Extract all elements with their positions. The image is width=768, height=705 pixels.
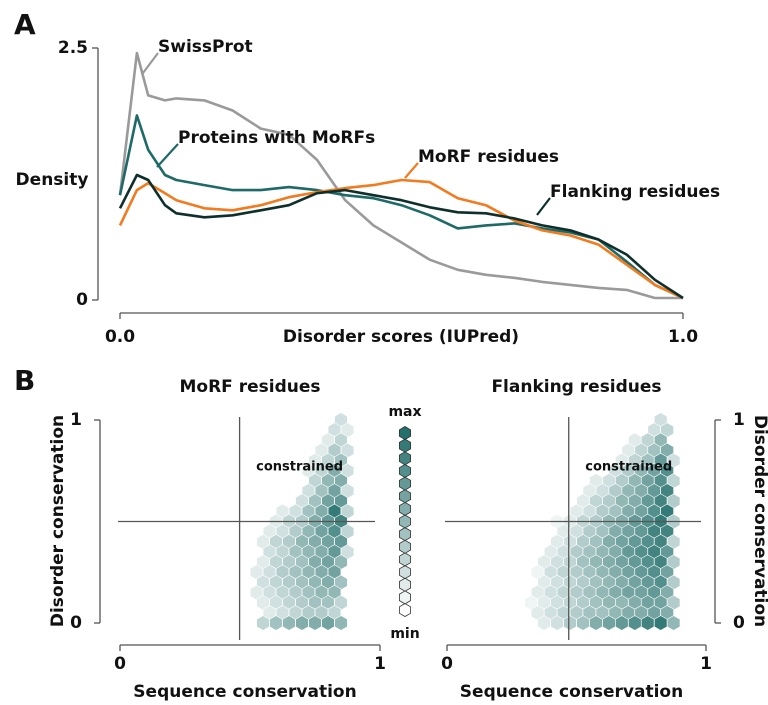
colorbar-hex xyxy=(398,603,412,617)
y-tick-label: 1 xyxy=(733,410,745,430)
x-tick-label: 0 xyxy=(441,654,453,674)
leader-line xyxy=(404,162,419,179)
x-axis-label: Sequence conservation xyxy=(460,682,683,702)
y-axis-label: Disorder conservation xyxy=(750,415,768,627)
x-tick-label: 1 xyxy=(700,654,712,674)
colorbar-hex xyxy=(398,426,412,440)
colorbar-hex xyxy=(398,527,412,542)
colorbar-hex xyxy=(398,590,412,605)
colorbar-hex xyxy=(398,552,412,567)
series-label: Flanking residues xyxy=(550,182,720,202)
panel-label: B xyxy=(14,364,35,397)
colorbar-hex xyxy=(398,501,412,516)
series-label: MoRF residues xyxy=(418,147,559,167)
colorbar-hex xyxy=(398,438,412,453)
panel-title: MoRF residues xyxy=(180,377,321,397)
x-axis-label: Sequence conservation xyxy=(133,682,356,702)
colorbar-hex xyxy=(398,451,412,466)
panel-title: Flanking residues xyxy=(491,377,661,397)
colorbar-hex xyxy=(398,476,412,491)
colorbar-hex xyxy=(398,539,412,554)
annotation: constrained xyxy=(256,460,343,475)
y-tick-label: 1 xyxy=(70,410,82,430)
leader-line xyxy=(536,197,551,216)
y-tick-label: 0 xyxy=(70,613,82,633)
x-axis-label: Disorder scores (IUPred) xyxy=(283,327,519,347)
hex-cell xyxy=(334,615,348,631)
x-tick-label: 1 xyxy=(374,654,386,674)
colorbar-hex xyxy=(398,565,412,580)
leader-line xyxy=(156,143,179,168)
colorbar-hex xyxy=(398,489,412,504)
colorbar-min: min xyxy=(390,626,419,642)
annotation: constrained xyxy=(585,460,672,475)
x-tick-label: 0.0 xyxy=(105,327,135,347)
density-line xyxy=(118,114,684,300)
series-label: Proteins with MoRFs xyxy=(178,128,375,148)
hex-cell xyxy=(666,615,681,631)
density-line xyxy=(118,178,684,300)
density-line xyxy=(118,51,683,300)
y-axis-label: Density xyxy=(16,170,89,190)
x-tick-label: 0 xyxy=(114,654,126,674)
y-axis-label: Disorder conservation xyxy=(48,415,68,627)
y-tick-label: 0 xyxy=(733,613,745,633)
panel-label: A xyxy=(14,8,36,41)
y-tick-label: 2.5 xyxy=(58,38,88,58)
series-label: SwissProt xyxy=(158,37,253,57)
colorbar-hex xyxy=(398,577,412,592)
colorbar-hex xyxy=(398,463,412,478)
leader-line xyxy=(142,52,159,74)
y-tick-label: 0 xyxy=(76,290,88,310)
colorbar-hex xyxy=(398,514,412,529)
colorbar-max: max xyxy=(388,404,421,420)
density-line xyxy=(118,173,684,300)
x-tick-label: 1.0 xyxy=(668,327,698,347)
